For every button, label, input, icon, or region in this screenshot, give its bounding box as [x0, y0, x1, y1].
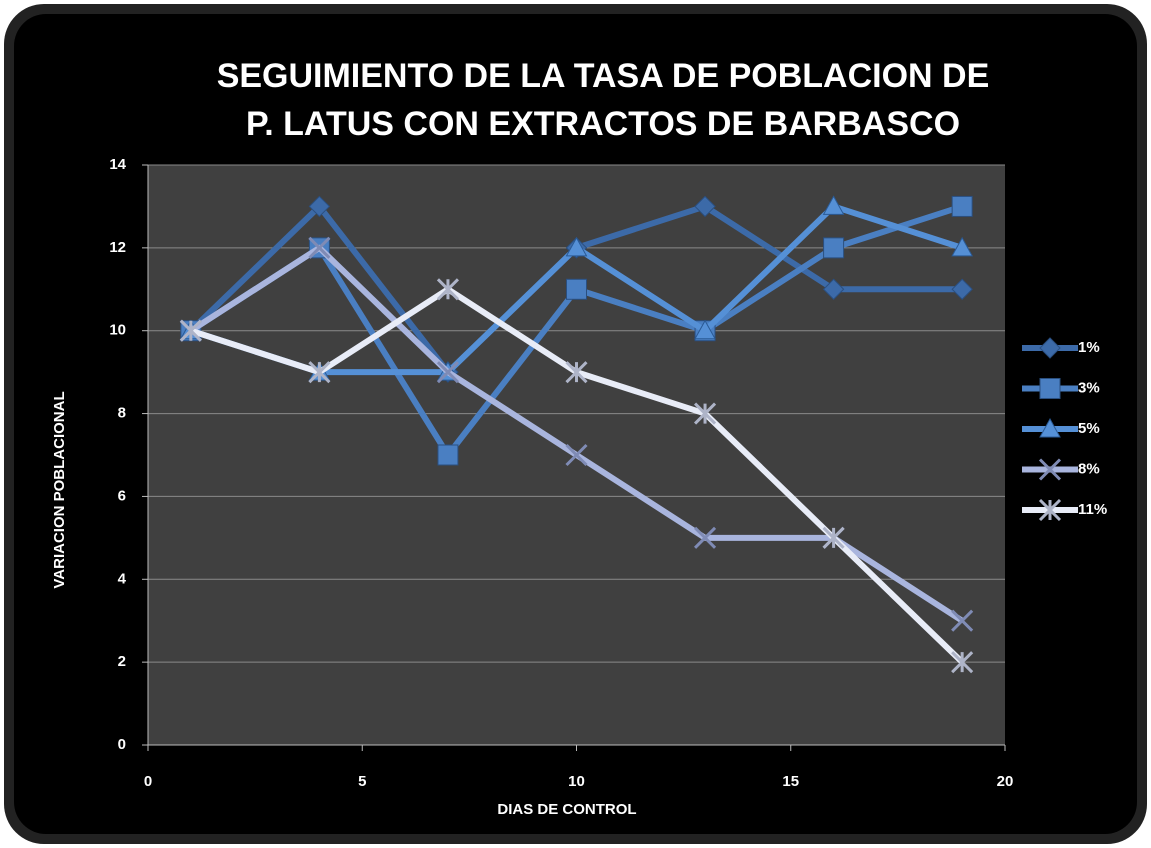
legend-label: 11% — [1078, 501, 1107, 518]
y-tick-label: 10 — [109, 322, 126, 339]
marker — [565, 236, 588, 257]
marker — [565, 361, 588, 384]
marker — [179, 319, 202, 342]
marker — [693, 402, 717, 425]
marker — [951, 236, 973, 257]
marker — [951, 278, 973, 300]
marker — [436, 278, 460, 301]
legend-label: 5% — [1078, 420, 1100, 437]
legend-label: 8% — [1078, 460, 1100, 477]
y-tick-label: 12 — [109, 239, 126, 256]
marker — [693, 526, 717, 549]
legend-marker — [1038, 498, 1062, 522]
x-axis-label: DIAS DE CONTROL — [497, 801, 636, 818]
x-tick-label: 10 — [568, 773, 585, 790]
marker — [308, 361, 331, 384]
legend-label: 3% — [1078, 379, 1100, 396]
marker — [565, 443, 588, 467]
marker — [822, 526, 845, 549]
marker — [951, 609, 974, 632]
y-tick-label: 4 — [118, 570, 127, 587]
marker — [308, 195, 331, 218]
y-axis-label: VARIACION POBLACIONAL — [51, 391, 68, 588]
legend-marker — [1039, 337, 1061, 359]
marker — [308, 236, 331, 259]
x-tick-label: 0 — [144, 773, 152, 790]
x-tick-label: 20 — [997, 773, 1014, 790]
legend-marker — [1038, 458, 1062, 481]
marker — [951, 195, 973, 217]
marker — [822, 278, 845, 300]
marker — [822, 195, 845, 215]
marker — [694, 195, 716, 218]
marker — [566, 278, 587, 300]
marker — [437, 444, 459, 466]
marker — [951, 651, 974, 674]
y-tick-label: 0 — [118, 736, 126, 753]
legend-marker — [1039, 378, 1061, 399]
y-tick-label: 14 — [109, 156, 126, 173]
x-tick-label: 5 — [358, 773, 366, 790]
y-tick-label: 6 — [118, 487, 126, 504]
y-tick-label: 2 — [118, 653, 126, 670]
chart-title: P. LATUS CON EXTRACTOS DE BARBASCO — [246, 105, 960, 143]
legend-marker — [1039, 417, 1061, 438]
chart-title: SEGUIMIENTO DE LA TASA DE POBLACION DE — [217, 57, 990, 95]
x-tick-label: 15 — [782, 773, 799, 790]
marker — [694, 319, 716, 340]
y-tick-label: 8 — [118, 405, 126, 422]
marker — [436, 361, 460, 384]
legend-label: 1% — [1078, 339, 1100, 356]
marker — [823, 237, 845, 259]
